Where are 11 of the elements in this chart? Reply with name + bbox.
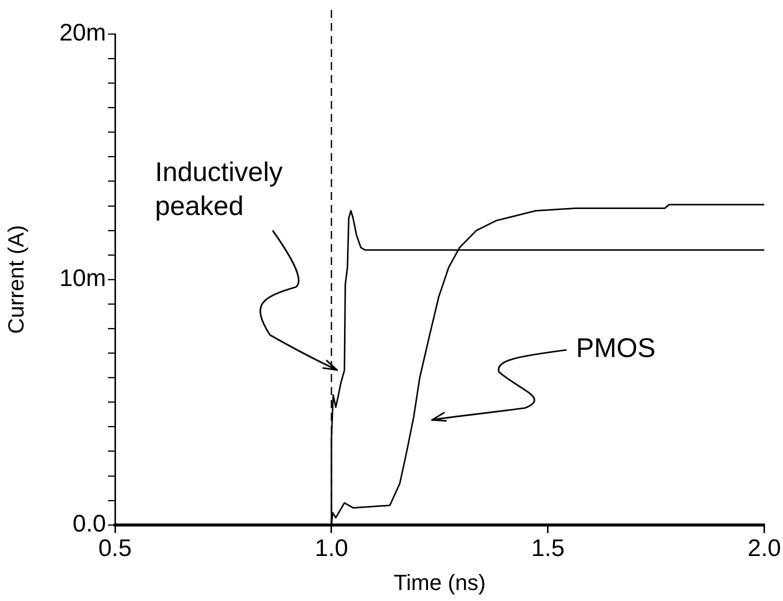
y-tick-label: 10m bbox=[59, 265, 106, 292]
annotation: PMOS bbox=[576, 333, 656, 363]
y-tick-label: 20m bbox=[59, 20, 106, 47]
y-axis-title: Current (A) bbox=[3, 225, 28, 334]
annotation: Inductively peaked bbox=[155, 157, 284, 221]
x-tick-label: 1.0 bbox=[314, 535, 348, 562]
x-axis-title: Time (ns) bbox=[394, 570, 486, 595]
x-tick-label: 2.0 bbox=[748, 535, 782, 562]
y-tick-label: 0.0 bbox=[72, 510, 106, 538]
x-tick-label: 1.5 bbox=[531, 535, 565, 562]
x-tick-label: 0.5 bbox=[98, 535, 132, 562]
